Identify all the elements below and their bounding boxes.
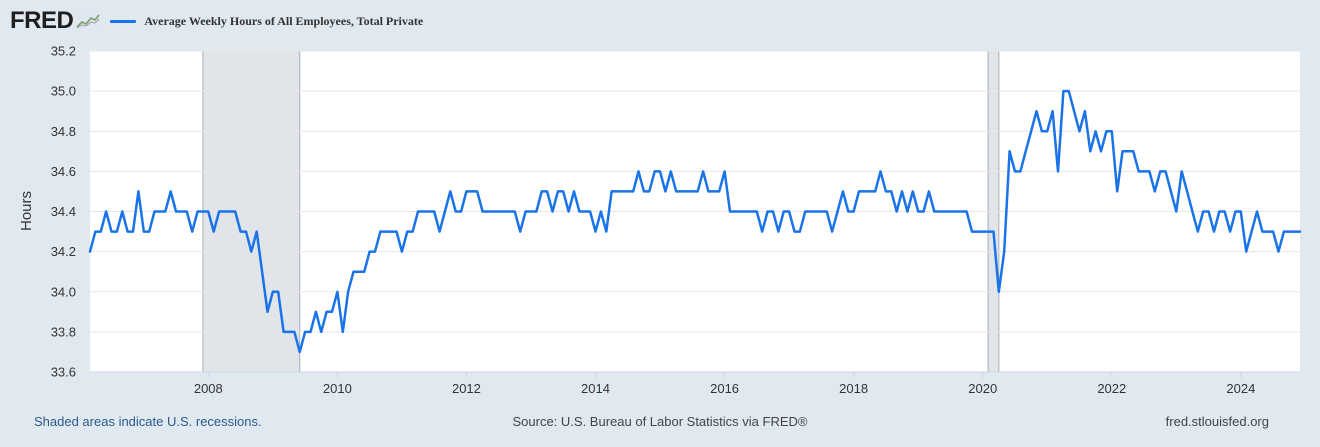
- y-tick-label: 34.0: [51, 284, 76, 299]
- y-tick-label: 33.8: [51, 324, 76, 339]
- y-tick-label: 34.2: [51, 244, 76, 259]
- x-tick-label: 2016: [710, 381, 739, 396]
- y-axis-ticks: 33.6 33.8 34.0 34.2 34.4 34.6 34.8 35.0 35.2: [51, 44, 76, 380]
- y-axis-label: Hours: [18, 191, 35, 231]
- series-layer: [88, 89, 1302, 354]
- x-tick-label: 2020: [968, 381, 997, 396]
- y-tick-label: 34.4: [51, 204, 76, 219]
- chart-header: FRED Average Weekly Hours of All Employe…: [10, 8, 423, 34]
- x-tick-label: 2018: [839, 381, 868, 396]
- x-axis-ticks: 2008 2010 2012 2014 2016 2018 2020 2022 2024: [90, 371, 1300, 396]
- x-tick-label: 2022: [1097, 381, 1126, 396]
- line-chart: 33.6 33.8 34.0 34.2 34.4 34.6 34.8 35.0 35.2 200…: [18, 44, 1302, 396]
- series-line: [88, 89, 1302, 354]
- x-tick-label: 2012: [452, 381, 481, 396]
- x-tick-label: 2010: [323, 381, 352, 396]
- fred-logo[interactable]: FRED: [10, 7, 74, 34]
- x-tick-label: 2024: [1226, 381, 1255, 396]
- y-tick-label: 35.0: [51, 84, 76, 99]
- x-tick-label: 2014: [581, 381, 610, 396]
- site-link[interactable]: fred.stlouisfed.org: [1165, 414, 1269, 429]
- legend-swatch: [110, 19, 137, 23]
- legend: Average Weekly Hours of All Employees, T…: [110, 14, 423, 29]
- y-tick-label: 34.6: [51, 164, 76, 179]
- legend-series-name: Average Weekly Hours of All Employees, T…: [144, 13, 424, 28]
- line-chart-icon: [76, 13, 101, 29]
- y-tick-label: 34.8: [51, 124, 76, 139]
- source-note: Source: U.S. Bureau of Labor Statistics …: [512, 414, 808, 429]
- y-tick-label: 35.2: [51, 44, 76, 59]
- x-tick-label: 2008: [194, 381, 223, 396]
- recession-note: Shaded areas indicate U.S. recessions.: [34, 414, 262, 429]
- y-tick-label: 33.6: [51, 365, 76, 380]
